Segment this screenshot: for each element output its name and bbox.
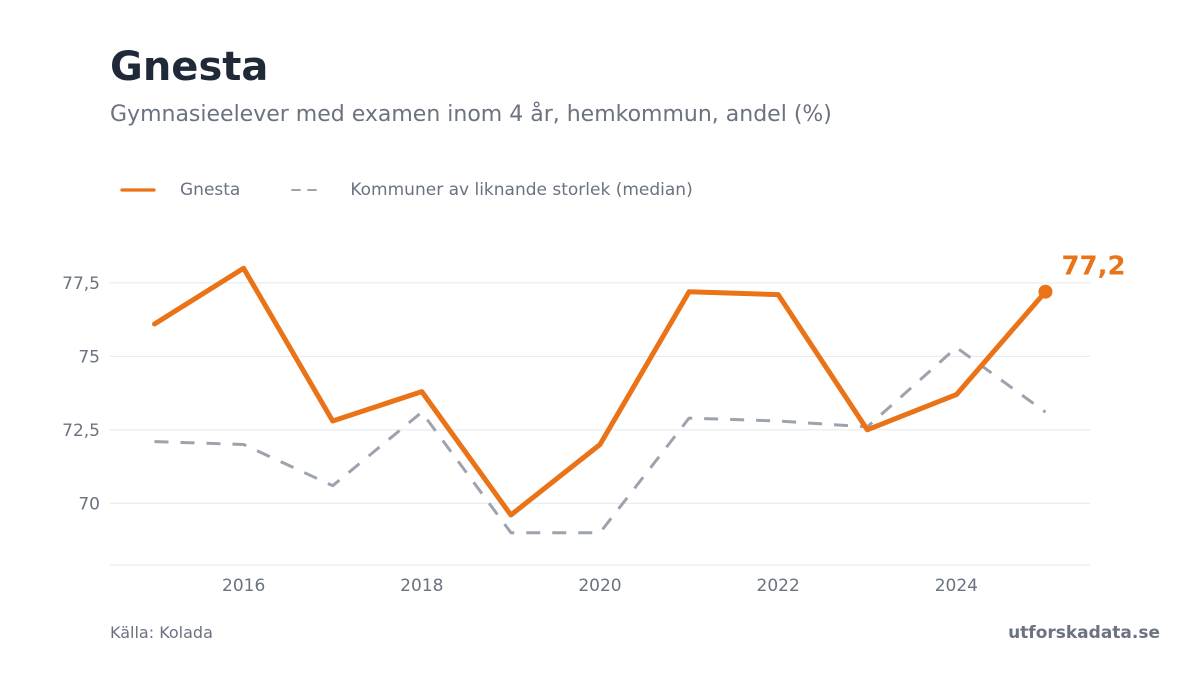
source-note: Källa: Kolada xyxy=(110,623,213,642)
chart-subtitle: Gymnasieelever med examen inom 4 år, hem… xyxy=(110,102,832,127)
y-tick-label: 70 xyxy=(78,494,100,514)
legend-item-median: Kommuner av liknande storlek (median) xyxy=(280,180,693,200)
x-tick-label: 2020 xyxy=(578,576,621,596)
legend: Gnesta Kommuner av liknande storlek (med… xyxy=(110,176,733,204)
legend-item-gnesta: Gnesta xyxy=(110,180,240,200)
y-tick-label: 75 xyxy=(78,347,100,367)
end-point-marker xyxy=(1038,284,1053,299)
y-tick-label: 77,5 xyxy=(62,274,100,294)
x-tick-label: 2018 xyxy=(400,576,443,596)
end-value-label: 77,2 xyxy=(1061,252,1125,282)
x-tick-label: 2022 xyxy=(757,576,800,596)
chart-title: Gnesta xyxy=(110,44,269,90)
x-tick-label: 2016 xyxy=(222,576,265,596)
series-line-gnesta xyxy=(152,265,1048,518)
brand-label: utforskadata.se xyxy=(1008,623,1160,643)
legend-swatch-median xyxy=(291,189,326,191)
legend-label-gnesta: Gnesta xyxy=(180,180,241,200)
legend-label-median: Kommuner av liknande storlek (median) xyxy=(350,180,693,200)
legend-swatch-gnesta xyxy=(120,188,156,192)
y-tick-label: 72,5 xyxy=(62,421,100,441)
x-tick-label: 2024 xyxy=(935,576,978,596)
